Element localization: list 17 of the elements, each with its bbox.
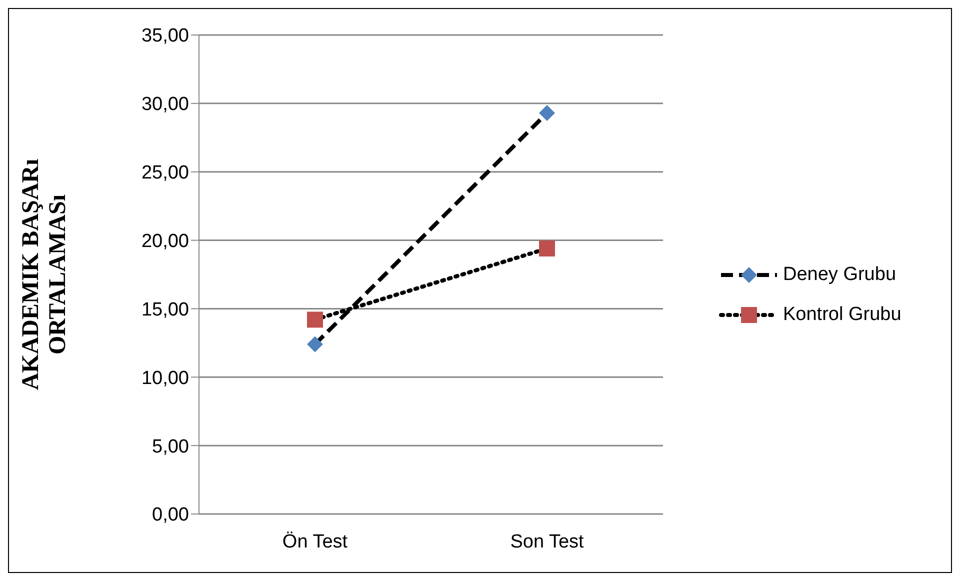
y-tick-label: 35,00	[141, 26, 189, 47]
point	[307, 312, 323, 328]
y-axis-title: AKADEMIK BAŞARı ORTALAMASı	[18, 158, 71, 390]
point	[307, 336, 323, 352]
y-tick-label: 10,00	[141, 368, 189, 389]
point	[539, 240, 555, 256]
y-tick-label: 30,00	[141, 94, 189, 116]
y-tick-label: 20,00	[141, 231, 189, 252]
legend-label: Kontrol Grubu	[783, 304, 902, 326]
y-tick-label: 0,00	[152, 504, 189, 526]
y-tick-label: 5,00	[152, 436, 189, 458]
y-tick-label: 25,00	[141, 162, 189, 184]
legend-label: Deney Grubu	[783, 264, 896, 286]
x-tick-label: Ön Test	[282, 531, 348, 552]
x-tick-label: Son Test	[510, 531, 585, 552]
y-tick-label: 15,00	[141, 299, 189, 320]
point	[539, 105, 555, 122]
